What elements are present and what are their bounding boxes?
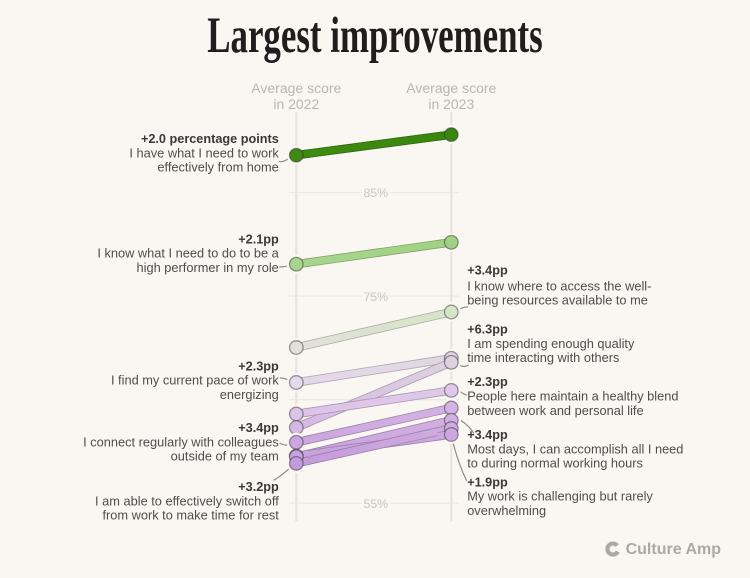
svg-text:overwhelming: overwhelming <box>467 503 546 518</box>
svg-text:+2.3pp: +2.3pp <box>467 375 508 389</box>
svg-text:I find my current pace of work: I find my current pace of work <box>111 373 279 388</box>
svg-text:+2.1pp: +2.1pp <box>238 232 279 246</box>
svg-text:I am spending enough quality: I am spending enough quality <box>467 336 635 351</box>
svg-text:I know what I need to do to be: I know what I need to do to be a <box>97 246 279 261</box>
svg-text:75%: 75% <box>363 290 388 304</box>
svg-text:My work is challenging but rar: My work is challenging but rarely <box>467 489 653 504</box>
svg-text:+3.2pp: +3.2pp <box>238 480 279 494</box>
svg-text:+3.4pp: +3.4pp <box>467 428 508 442</box>
svg-text:55%: 55% <box>363 497 388 511</box>
svg-text:+3.4pp: +3.4pp <box>238 421 279 435</box>
svg-text:+2.0 percentage points: +2.0 percentage points <box>141 132 279 146</box>
svg-text:Average score: Average score <box>406 80 496 96</box>
svg-text:outside of my team: outside of my team <box>171 448 279 463</box>
svg-text:+6.3pp: +6.3pp <box>467 323 508 337</box>
svg-text:I connect regularly with colle: I connect regularly with colleagues <box>83 434 279 449</box>
svg-text:high performer in my role: high performer in my role <box>137 260 279 275</box>
svg-text:People here maintain a healthy: People here maintain a healthy blend <box>467 389 678 404</box>
svg-text:Most days, I can accomplish al: Most days, I can accomplish all I need <box>467 441 683 456</box>
svg-text:in 2022: in 2022 <box>273 96 319 112</box>
svg-text:energizing: energizing <box>220 387 279 402</box>
svg-text:Average score: Average score <box>251 80 341 96</box>
svg-text:I have what I need to work: I have what I need to work <box>129 145 279 160</box>
svg-text:+2.3pp: +2.3pp <box>238 360 279 374</box>
svg-text:time interacting with others: time interacting with others <box>467 350 619 365</box>
svg-text:+3.4pp: +3.4pp <box>467 264 508 278</box>
svg-text:I know where to access the wel: I know where to access the well- <box>467 278 651 293</box>
svg-text:in 2023: in 2023 <box>428 96 474 112</box>
svg-text:from work to make time for res: from work to make time for rest <box>102 508 279 523</box>
svg-text:Largest improvements: Largest improvements <box>207 8 543 64</box>
svg-text:effectively from home: effectively from home <box>157 160 278 175</box>
svg-text:85%: 85% <box>363 186 388 200</box>
svg-text:between work and personal life: between work and personal life <box>467 403 643 418</box>
svg-text:being resources available to m: being resources available to me <box>467 293 648 308</box>
svg-text:+1.9pp: +1.9pp <box>467 475 508 489</box>
svg-text:I am able to effectively switc: I am able to effectively switch off <box>95 493 279 508</box>
svg-text:Culture Amp: Culture Amp <box>626 541 722 558</box>
svg-text:to during normal working hours: to during normal working hours <box>467 456 643 471</box>
